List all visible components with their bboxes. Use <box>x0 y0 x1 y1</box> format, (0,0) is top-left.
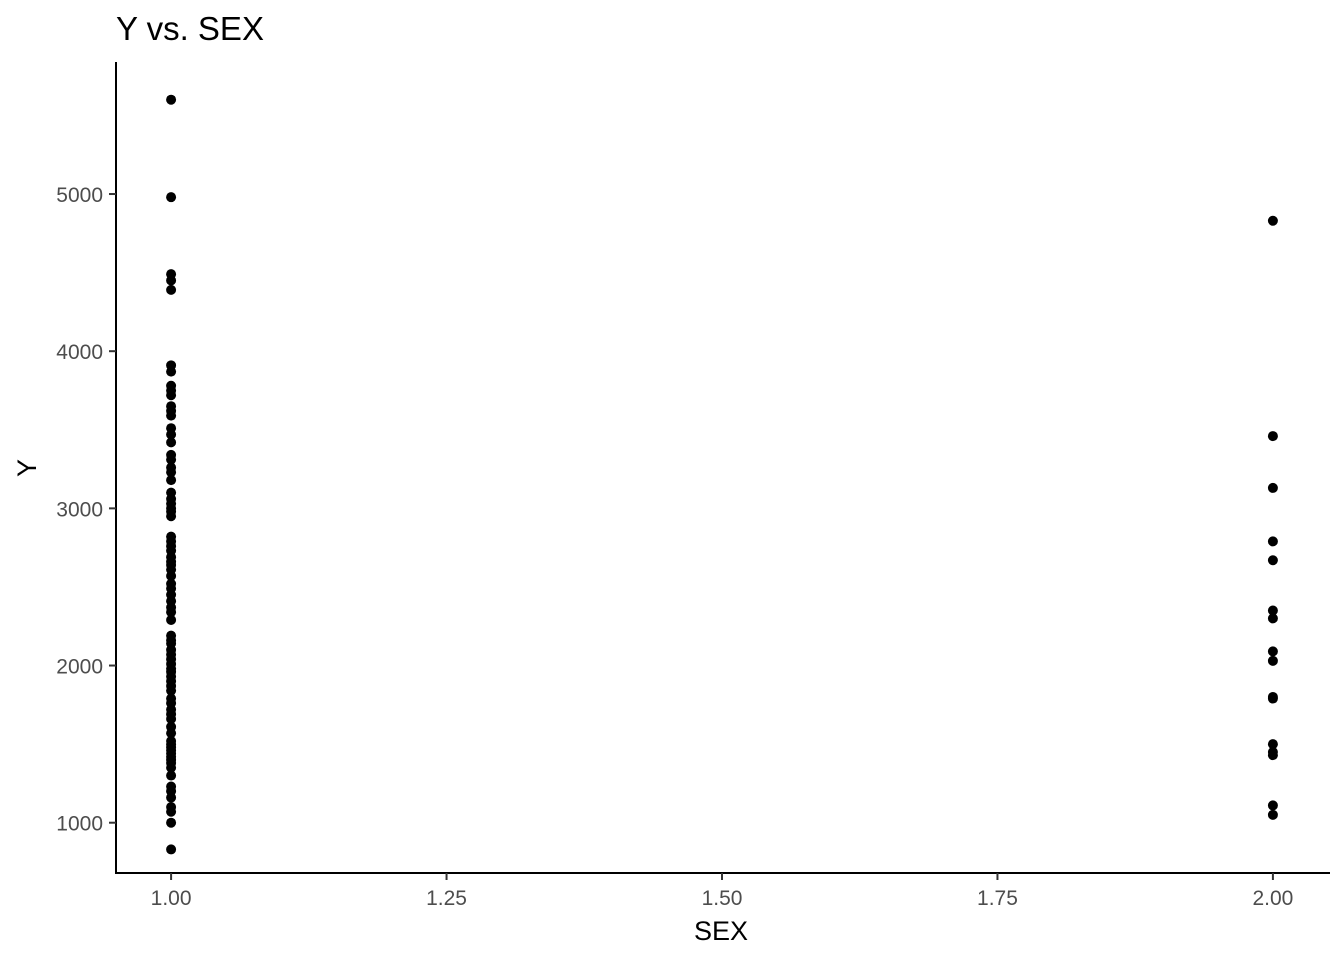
x-axis-ticks: 1.00 1.25 1.50 1.75 2.00 <box>151 873 1293 910</box>
y-axis-ticks: 1000 2000 3000 4000 5000 <box>56 184 116 836</box>
y-tick-label: 3000 <box>56 498 103 521</box>
data-point <box>166 614 177 625</box>
data-point <box>1267 800 1278 811</box>
data-point <box>166 475 177 486</box>
data-point <box>166 275 177 286</box>
data-point <box>1267 739 1278 750</box>
data-point <box>166 728 177 739</box>
data-point <box>1267 693 1278 704</box>
data-point <box>166 511 177 522</box>
x-tick-label: 1.00 <box>151 887 192 910</box>
data-point <box>166 570 177 581</box>
data-point <box>166 429 177 440</box>
points-layer <box>166 94 1278 855</box>
x-tick-label: 1.50 <box>702 887 743 910</box>
y-axis-title: Y <box>12 459 42 477</box>
data-point <box>166 192 177 203</box>
data-point <box>1267 750 1278 761</box>
data-point <box>1267 655 1278 666</box>
data-point <box>166 437 177 448</box>
data-point <box>166 713 177 724</box>
data-point <box>1267 215 1278 226</box>
data-point <box>166 770 177 781</box>
data-point <box>1267 809 1278 820</box>
data-point <box>166 366 177 377</box>
data-point <box>166 390 177 401</box>
data-point <box>166 467 177 478</box>
x-axis-title: SEX <box>694 916 748 946</box>
data-point <box>166 685 177 696</box>
data-point <box>166 817 177 828</box>
data-point <box>166 844 177 855</box>
y-tick-label: 2000 <box>56 656 103 679</box>
data-point <box>166 806 177 817</box>
data-point <box>166 284 177 295</box>
data-point <box>1267 536 1278 547</box>
data-point <box>1267 646 1278 657</box>
data-point <box>1267 613 1278 624</box>
data-point <box>1267 431 1278 442</box>
y-tick-label: 4000 <box>56 341 103 364</box>
data-point <box>1267 482 1278 493</box>
data-point <box>166 762 177 773</box>
y-tick-label: 5000 <box>56 184 103 207</box>
data-point <box>1267 555 1278 566</box>
data-point <box>166 454 177 465</box>
data-point <box>1267 605 1278 616</box>
data-point <box>166 607 177 618</box>
data-point <box>166 410 177 421</box>
x-tick-label: 2.00 <box>1252 887 1293 910</box>
x-tick-label: 1.75 <box>977 887 1018 910</box>
chart-title: Y vs. SEX <box>116 10 264 47</box>
data-point <box>166 792 177 803</box>
x-tick-label: 1.25 <box>426 887 467 910</box>
y-tick-label: 1000 <box>56 813 103 836</box>
data-point <box>166 94 177 105</box>
